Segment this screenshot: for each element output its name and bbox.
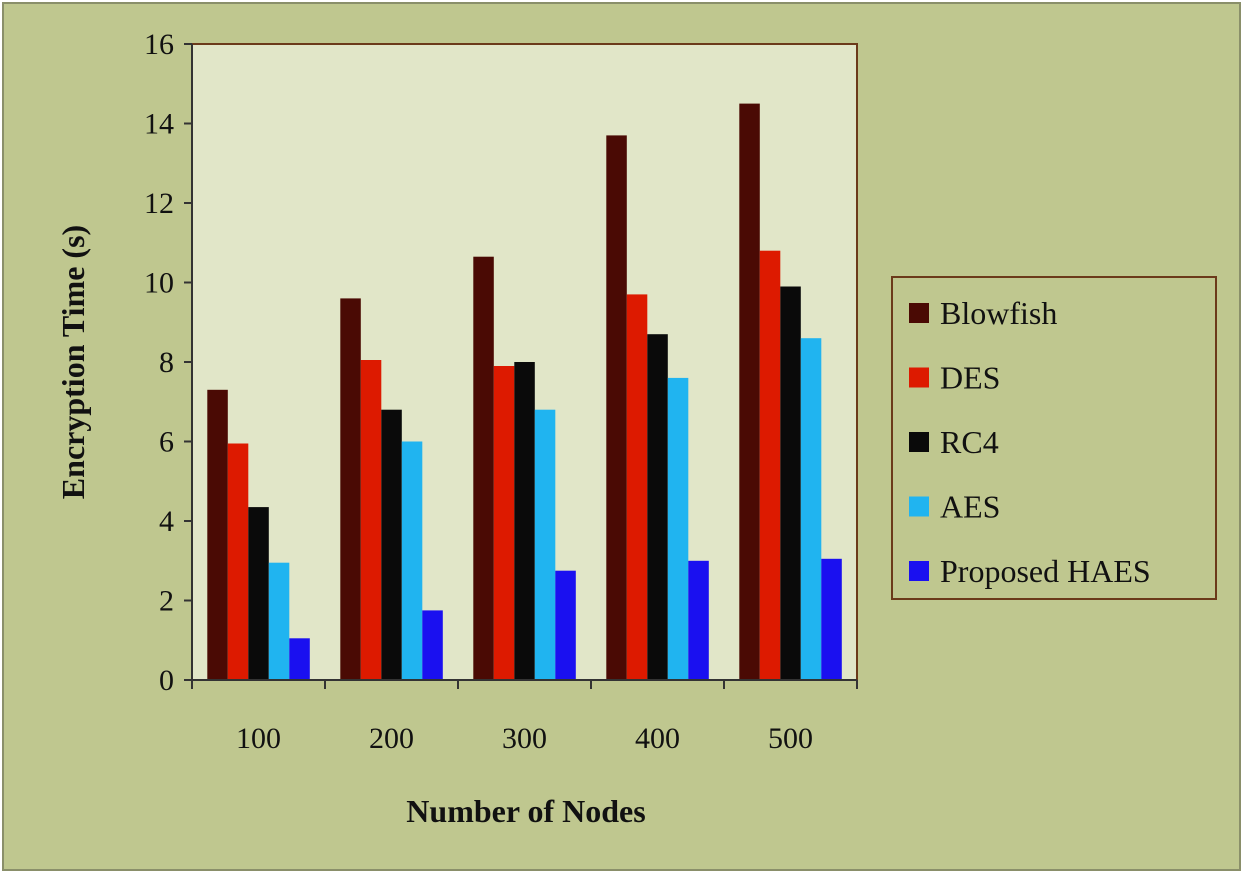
- bar-proposed-haes-500: [821, 558, 842, 680]
- bar-blowfish-400: [606, 135, 627, 680]
- y-tick-label: 0: [159, 664, 174, 697]
- bar-aes-500: [800, 338, 822, 680]
- x-tick-label: 200: [369, 722, 414, 755]
- bar-rc4-100: [248, 507, 269, 680]
- legend-label-rc4: RC4: [940, 424, 999, 460]
- y-tick-label: 12: [144, 187, 174, 220]
- axes-group: 0 2 4 6 8 10 12 14 16 100 200 300 400 500: [144, 28, 858, 755]
- legend-swatch-des: [909, 367, 929, 388]
- bar-des-400: [626, 294, 648, 680]
- bar-aes-400: [667, 377, 689, 680]
- legend-swatch-proposed-haes: [909, 561, 929, 581]
- x-axis-title: Number of Nodes: [406, 793, 645, 829]
- bar-proposed-haes-100: [289, 638, 310, 680]
- bar-aes-300: [534, 409, 556, 680]
- bar-rc4-200: [381, 409, 402, 680]
- bar-aes-200: [401, 441, 423, 680]
- bar-blowfish-100: [207, 389, 228, 680]
- y-tick-label: 8: [159, 346, 174, 379]
- bar-proposed-haes-300: [555, 570, 576, 680]
- bar-des-200: [360, 360, 382, 680]
- bar-rc4-300: [514, 362, 535, 680]
- bars-group: [207, 103, 842, 681]
- bar-des-500: [759, 250, 781, 680]
- y-tick-label: 6: [159, 426, 174, 459]
- legend-swatch-blowfish: [909, 303, 929, 323]
- y-axis-title: Encryption Time (s): [55, 225, 91, 499]
- legend-swatch-aes: [909, 496, 929, 517]
- legend-label-proposed-haes: Proposed HAES: [940, 553, 1151, 589]
- legend-label-des: DES: [940, 360, 1000, 396]
- x-tick-label: 300: [502, 722, 547, 755]
- y-tick-label: 14: [144, 108, 174, 141]
- bar-blowfish-500: [739, 103, 760, 681]
- legend: Blowfish DES RC4 AES Proposed HAES: [891, 276, 1217, 600]
- legend-label-blowfish: Blowfish: [940, 295, 1057, 331]
- y-tick-label: 16: [144, 28, 174, 61]
- legend-box: [891, 276, 1217, 600]
- legend-label-aes: AES: [940, 489, 1000, 525]
- y-tick-label: 10: [144, 267, 174, 300]
- y-tick-label: 2: [159, 585, 174, 618]
- bar-des-100: [227, 443, 249, 680]
- legend-swatch-rc4: [909, 432, 929, 452]
- encryption-time-chart: 0 2 4 6 8 10 12 14 16 100 200 300 400 500 Encryption …: [4, 4, 1239, 869]
- bar-rc4-500: [780, 286, 801, 680]
- bar-aes-100: [268, 562, 290, 680]
- x-tick-label: 100: [236, 722, 281, 755]
- x-tick-label: 400: [635, 722, 680, 755]
- bar-blowfish-200: [340, 298, 361, 680]
- bar-proposed-haes-400: [688, 560, 709, 681]
- bar-blowfish-300: [473, 256, 494, 680]
- y-tick-label: 4: [159, 505, 174, 538]
- bar-proposed-haes-200: [422, 610, 443, 680]
- bar-rc4-400: [647, 334, 668, 680]
- x-tick-label: 500: [768, 722, 813, 755]
- bar-des-300: [493, 366, 515, 680]
